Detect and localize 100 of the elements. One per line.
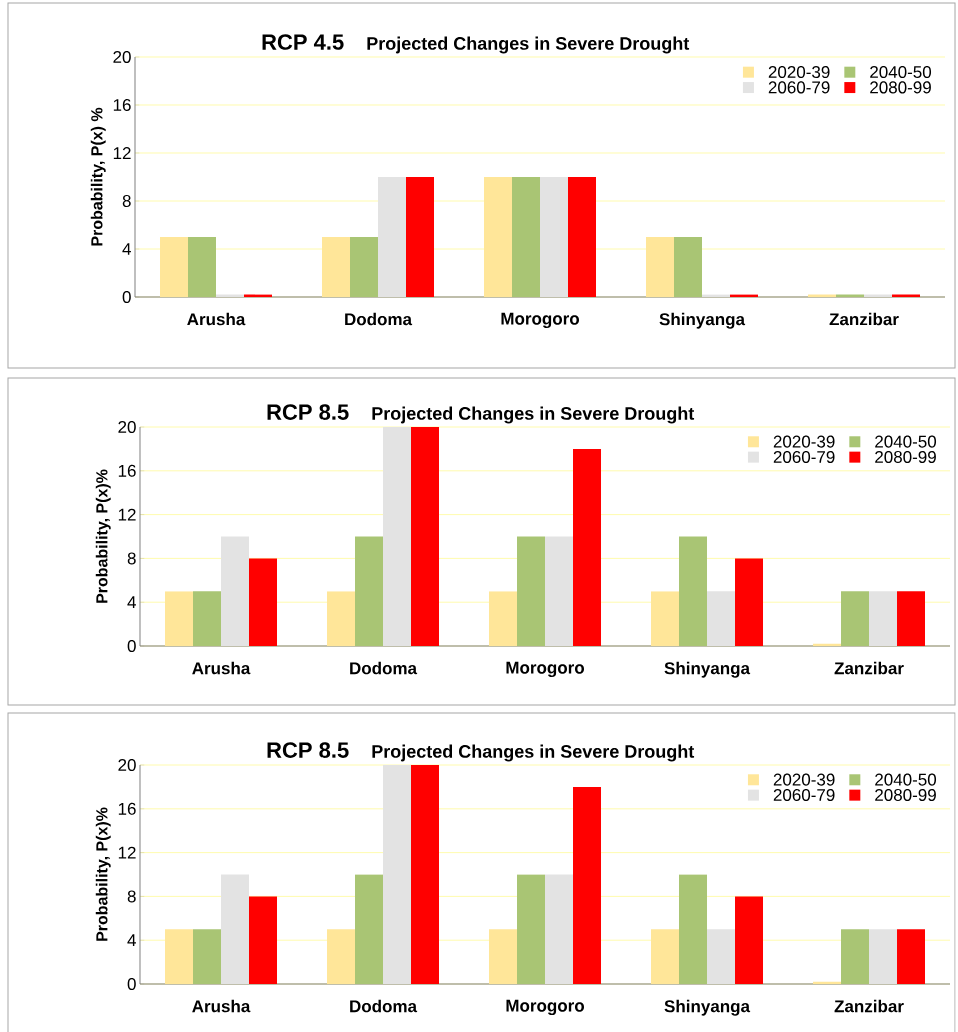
y-tick-label: 4 [127,596,136,609]
bar [573,786,602,985]
bar [512,177,541,297]
bar [813,981,842,985]
y-tick-label: 0 [127,639,136,653]
y-axis-title: Probability, P(x)% [95,807,111,941]
bar [841,929,870,985]
legend-label: 2080-99 [870,81,931,94]
bar [378,177,406,297]
bar [540,177,569,297]
bar [383,765,411,985]
bar [735,896,764,985]
legend-label: 2060-79 [768,81,830,94]
bar [355,874,384,985]
chart-title: RCP 8.5 [267,742,349,758]
bar [545,874,573,985]
bar [841,591,870,647]
legend-label: 2040-50 [870,66,932,79]
bar [573,448,602,647]
bar [188,237,216,297]
chart-title: RCP 8.5 [267,404,349,420]
x-tick-label: Shinyanga [664,999,751,1016]
chart-title: RCP 4.5 [262,34,344,50]
legend-label: 2040-50 [875,773,937,786]
y-axis-title: Probability, P(x)% [95,469,111,603]
legend-label: 2080-99 [875,788,936,802]
chart-subtitle: Projected Changes in Severe Drought [372,406,695,424]
bar [735,558,764,647]
y-tick-label: 12 [118,846,136,859]
x-tick-label: Zanzibar [829,312,899,326]
y-tick-label: 8 [127,552,136,565]
bar [249,558,277,647]
bar [646,237,675,297]
bar [869,929,898,985]
bar [221,874,249,985]
x-tick-label: Dodoma [350,661,418,675]
bar [165,929,193,985]
legend-label: 2040-50 [875,435,937,448]
bar [707,929,736,985]
y-axis-title: Probability, P(x) % [90,107,106,246]
x-tick-label: Morogoro [506,999,585,1016]
y-tick-label: 4 [122,243,131,255]
y-tick-label: 0 [127,977,136,991]
y-tick-label: 12 [118,508,136,521]
legend-label: 2060-79 [773,450,835,463]
bar [327,591,355,647]
x-tick-label: Shinyanga [664,661,751,678]
x-tick-label: Arusha [192,661,251,675]
x-tick-label: Arusha [192,999,251,1013]
y-tick-label: 20 [113,50,131,64]
bar [679,536,708,647]
y-tick-label: 20 [118,758,136,772]
y-tick-label: 8 [122,194,131,208]
y-tick-label: 4 [127,934,136,947]
x-tick-label: Dodoma [345,312,413,326]
bar [355,536,384,647]
legend-label: 2060-79 [773,788,835,802]
bar [489,591,518,647]
x-tick-label: Zanzibar [834,999,904,1013]
bar [897,929,926,985]
bar [869,591,898,647]
bar [383,427,411,647]
bar [517,874,546,985]
bar [517,536,546,647]
x-tick-label: Dodoma [350,999,418,1013]
bar [322,237,350,297]
bar [411,765,439,985]
bar [813,643,842,647]
bar [679,874,708,985]
y-tick-label: 20 [118,420,136,434]
y-tick-label: 16 [113,98,131,112]
bar [193,929,221,985]
bar [568,177,596,297]
y-tick-label: 16 [118,802,136,815]
x-tick-label: Morogoro [506,661,585,678]
bar [406,177,434,297]
bar [489,929,518,985]
bar [249,896,277,985]
x-tick-label: Zanzibar [834,661,904,675]
bar [411,427,439,647]
bar [651,591,680,647]
legend-label: 2080-99 [875,450,936,463]
y-tick-label: 12 [113,147,131,159]
x-tick-label: Shinyanga [659,312,746,329]
bar [350,237,378,297]
bar [484,177,512,297]
bar [221,536,249,647]
x-tick-label: Arusha [187,312,246,326]
bar [165,591,193,647]
bar [674,237,703,297]
bar [707,591,736,647]
x-tick-label: Morogoro [501,312,580,329]
bar [545,536,573,647]
y-tick-label: 8 [127,890,136,903]
bar [160,237,188,297]
bar [651,929,680,985]
bar [897,591,926,647]
y-tick-label: 16 [118,464,136,477]
chart-subtitle: Projected Changes in Severe Drought [367,36,690,54]
chart-subtitle: Projected Changes in Severe Drought [372,744,695,762]
